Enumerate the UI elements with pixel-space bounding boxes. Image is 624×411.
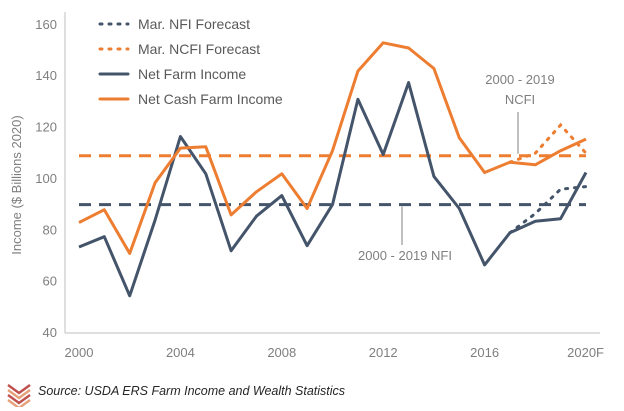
legend-label: Mar. NFI Forecast <box>138 16 250 32</box>
x-tick-label: 2012 <box>369 345 398 360</box>
y-tick-label: 120 <box>35 120 57 135</box>
x-tick-label: 2016 <box>470 345 499 360</box>
forecast-line <box>508 122 588 164</box>
y-axis-label: Income ($ Billions 2020) <box>9 115 24 254</box>
y-tick-label: 40 <box>43 325 57 340</box>
y-tick-label: 140 <box>35 68 57 83</box>
legend-label: Net Cash Farm Income <box>138 91 283 107</box>
legend: Mar. NFI Forecast Mar. NCFI Forecast Net F… <box>98 16 283 107</box>
logo-stripe <box>7 394 31 405</box>
y-tick-label: 100 <box>35 171 57 186</box>
chart-axes <box>64 12 600 334</box>
y-tick-label: 160 <box>35 17 57 32</box>
logo-stripe <box>7 384 31 395</box>
source-note: Source: USDA ERS Farm Income and Wealth … <box>38 384 346 398</box>
annotation-label: NCFI <box>505 92 535 107</box>
annotations: 2000 - 2019 NCFI 2000 - 2019 NFI <box>358 72 555 263</box>
x-tick-label: 2008 <box>267 345 296 360</box>
y-tick-label: 80 <box>43 222 57 237</box>
reference-lines <box>79 154 586 207</box>
x-tick-label: 2020F <box>567 345 604 360</box>
forecast-line <box>508 185 588 235</box>
series-line <box>78 81 588 298</box>
annotation-label: 2000 - 2019 NFI <box>358 248 452 263</box>
x-tick-label: 2000 <box>65 345 94 360</box>
x-tick-labels: 2000 2004 2008 2012 2016 2020F <box>65 345 605 360</box>
logo-icon <box>7 384 31 407</box>
series-line <box>78 41 587 255</box>
y-tick-label: 60 <box>43 274 57 289</box>
annotation-label: 2000 - 2019 <box>485 72 554 87</box>
legend-label: Mar. NCFI Forecast <box>138 41 260 57</box>
legend-label: Net Farm Income <box>138 66 246 82</box>
forecast-series <box>508 122 588 235</box>
y-tick-labels: 40 60 80 100 120 140 160 <box>35 17 57 340</box>
logo-stripe <box>7 389 31 400</box>
x-tick-label: 2004 <box>166 345 195 360</box>
data-series <box>78 41 588 298</box>
logo-stripe <box>7 399 31 407</box>
